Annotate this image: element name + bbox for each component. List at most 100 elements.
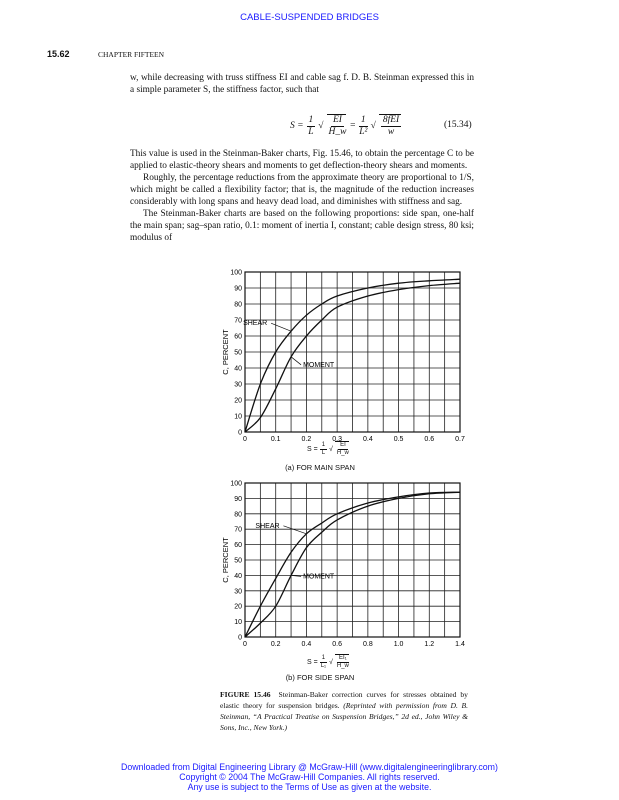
chart-b-xlabel: S = 1 L₁ √ EI₁ H_w [307, 654, 349, 669]
chart-b-ylabel: C, PERCENT [221, 537, 230, 583]
paragraph-1: w, while decreasing with truss stiffness… [130, 73, 474, 96]
chart-a-ytick-label: 10 [234, 414, 242, 421]
chart-b-series-shear-line [244, 491, 461, 638]
chart-b-annotation-arrow [283, 525, 307, 535]
chart-a-subtitle: (a) FOR MAIN SPAN [285, 463, 355, 472]
caption-credit: (Reprinted with permission from D. B. St… [220, 701, 468, 732]
den: L [308, 126, 314, 137]
chart-b-ytick-label: 70 [234, 527, 242, 534]
den: w [387, 127, 395, 137]
chart-b-ytick-label: 30 [234, 588, 242, 595]
eq-lhs: S = [290, 121, 304, 131]
chart-a-ylabel: C, PERCENT [221, 329, 230, 375]
num: 1 [319, 441, 328, 450]
paragraph-2: This value is used in the Steinman-Baker… [130, 149, 474, 172]
chart-b-xtick-label: 0.6 [332, 641, 342, 648]
eq-root-1: EI H_w [326, 114, 347, 138]
num: 1 [319, 654, 328, 663]
chart-b-ytick-label: 60 [234, 542, 242, 549]
chart-b-ytick-label: 50 [234, 558, 242, 565]
chart-a-ytick-label: 90 [234, 286, 242, 293]
num: EI₁ [337, 655, 349, 663]
chart-b-ytick-label: 80 [234, 511, 242, 518]
chart-b-annotation-moment: MOMENT [303, 573, 335, 580]
chart-a-annotation-arrow [270, 322, 292, 332]
chart-b-subtitle: (b) FOR SIDE SPAN [285, 673, 355, 682]
footer-line-2: Copyright © 2004 The McGraw-Hill Compani… [179, 772, 440, 782]
chart-a-annotation-arrow [290, 356, 302, 366]
footer-line-3: Any use is subject to the Terms of Use a… [187, 782, 432, 792]
den: H_w [336, 663, 349, 669]
chart-a-series-shear-line [244, 278, 461, 433]
eq-root-2: 8fEI w [378, 114, 402, 138]
den: L [321, 449, 326, 456]
chart-a-annotation-moment: MOMENT [303, 362, 335, 369]
chart-b-ytick-label: 0 [238, 635, 242, 642]
chart-a-xtick-label: 0.4 [363, 436, 373, 443]
figure-caption: FIGURE 15.46 Steinman-Baker correction c… [220, 689, 468, 733]
chart-a-xtick-label: 0 [243, 436, 247, 443]
den: L² [359, 126, 368, 137]
chart-b-ytick-label: 20 [234, 604, 242, 611]
running-head: CABLE-SUSPENDED BRIDGES [240, 12, 379, 23]
chart-a-ytick-label: 100 [230, 270, 242, 277]
paragraph-4: The Steinman-Baker charts are based on t… [130, 209, 474, 244]
chart-b-xtick-label: 0.8 [363, 641, 373, 648]
num: 8fEI [380, 115, 402, 127]
lhs: S = [307, 658, 318, 666]
chart-b-plot-frame [244, 482, 461, 638]
eq-equals: = [349, 121, 356, 131]
page-number: 15.62 [47, 49, 70, 59]
chart-a-ytick-label: 30 [234, 382, 242, 389]
chart-a-ytick-label: 70 [234, 318, 242, 325]
chart-a-series-moment-line [244, 282, 461, 433]
chart-b-ytick-label: 10 [234, 619, 242, 626]
chart-b-xtick-label: 1.2 [424, 641, 434, 648]
chart-a-xtick-label: 0.5 [394, 436, 404, 443]
caption-label: FIGURE 15.46 [220, 690, 271, 699]
chart-b-xtick-label: 0.4 [302, 641, 312, 648]
den: L₁ [320, 662, 327, 669]
den: H_w [328, 127, 347, 137]
chart-a-ytick-label: 60 [234, 334, 242, 341]
chart-b-xtick-label: 1.4 [455, 641, 465, 648]
chart-b-ytick-label: 100 [230, 481, 242, 488]
chart-a-ytick-label: 50 [234, 350, 242, 357]
eq-frac-2: 1 L² [358, 114, 368, 138]
paragraph-3: Roughly, the percentage reductions from … [130, 173, 474, 208]
equation-number: (15.34) [444, 120, 472, 130]
chart-b-xtick-label: 0 [243, 641, 247, 648]
chapter-title: CHAPTER FIFTEEN [98, 50, 165, 59]
chart-b-annotation-arrow [291, 575, 302, 577]
chart-a-xlabel: S = 1 L √ EI H_w [307, 441, 349, 456]
num: EI [331, 115, 344, 127]
chart-b-ytick-label: 90 [234, 496, 242, 503]
chart-a-plot-frame [244, 271, 461, 433]
num: 1 [358, 114, 368, 127]
chart-a-ytick-label: 20 [234, 398, 242, 405]
den: H_w [336, 450, 349, 456]
chart-b-xtick-label: 0.2 [271, 641, 281, 648]
num: EI [338, 442, 348, 450]
footer: Downloaded from Digital Engineering Libr… [0, 762, 619, 792]
chart-b-xtick-label: 1.0 [394, 641, 404, 648]
chart-a-annotation-shear: SHEAR [243, 320, 267, 327]
chart-a-xtick-label: 0.1 [271, 436, 281, 443]
footer-line-1[interactable]: Downloaded from Digital Engineering Libr… [121, 762, 498, 772]
chart-a-xtick-label: 0.7 [455, 436, 465, 443]
chart-a-xtick-label: 0.3 [332, 436, 342, 443]
num: 1 [306, 114, 316, 127]
chart-b-series-moment-line [244, 491, 461, 638]
chart-a-ytick-label: 0 [238, 430, 242, 437]
chart-a-xtick-label: 0.6 [424, 436, 434, 443]
chart-a-ytick-label: 40 [234, 366, 242, 373]
chart-a-ytick-label: 80 [234, 302, 242, 309]
chart-a-xtick-label: 0.2 [302, 436, 312, 443]
lhs: S = [307, 445, 318, 453]
chart-b-annotation-shear: SHEAR [255, 523, 279, 530]
caption-text: Steinman-Baker correction curves for str… [220, 690, 468, 710]
